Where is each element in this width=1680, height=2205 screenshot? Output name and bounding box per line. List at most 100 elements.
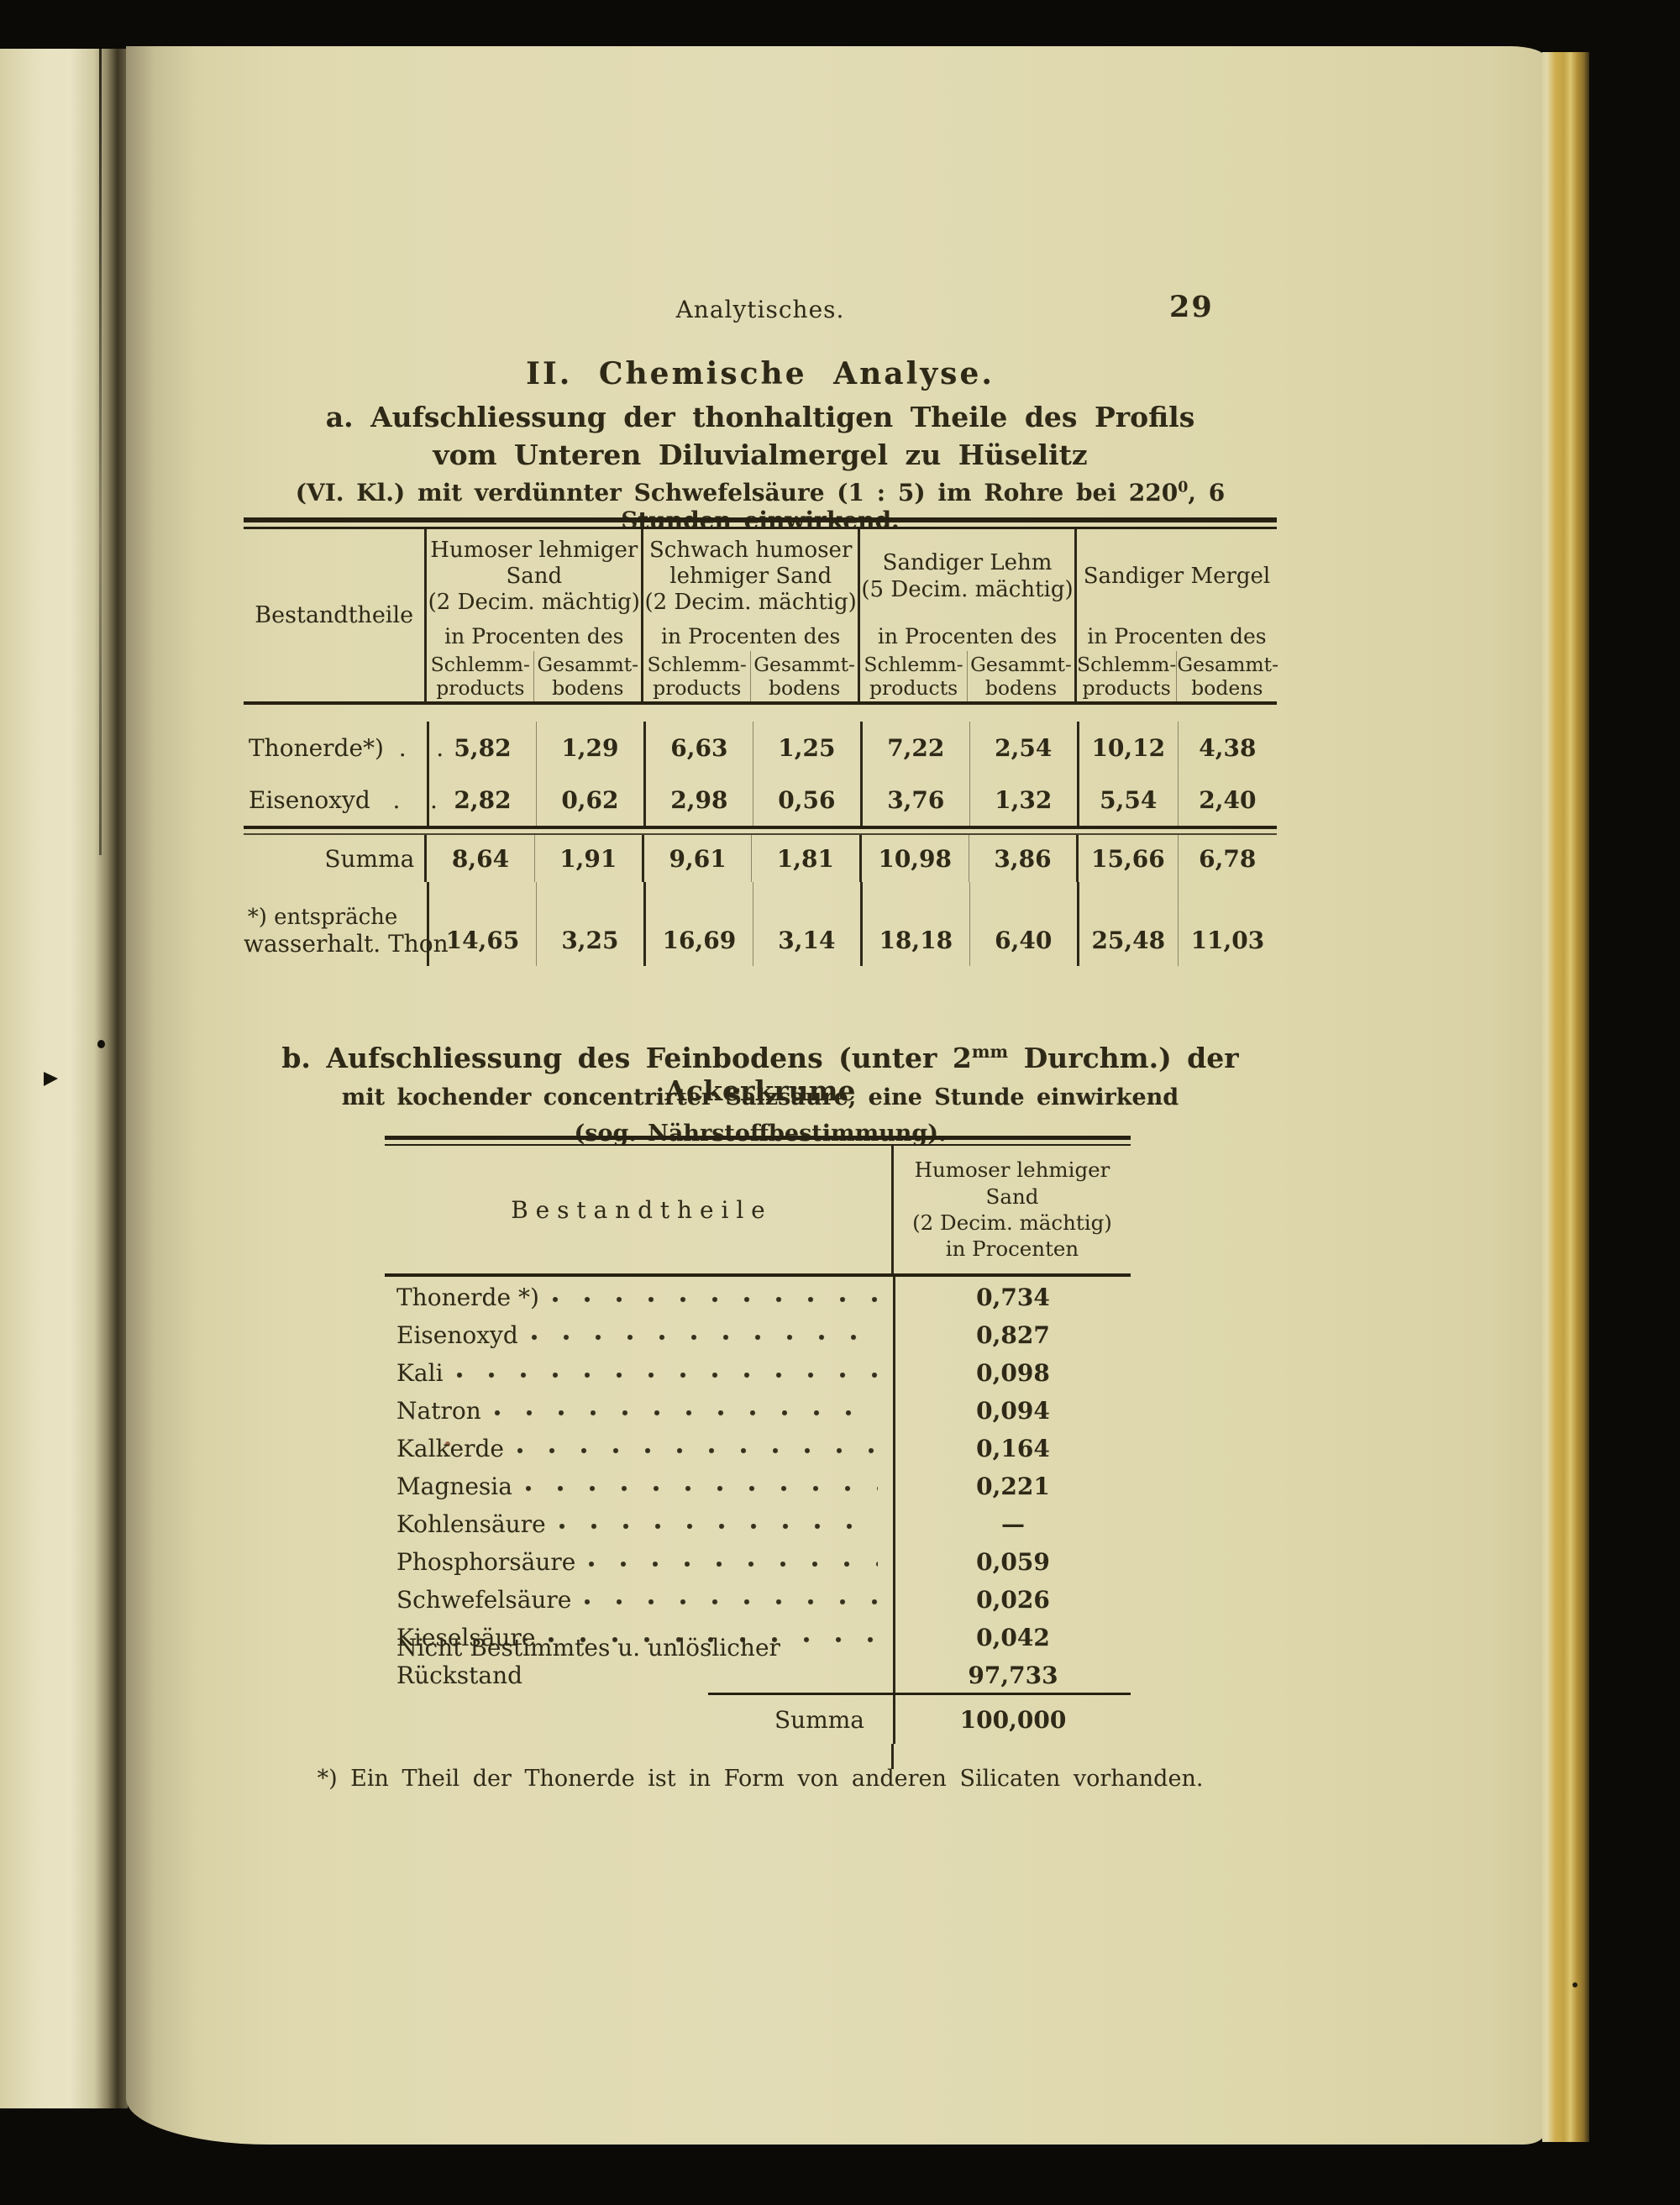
table1-group-humoser-lehmiger-sand: Humoser lehmiger Sand (2 Decim. mächtig)… bbox=[424, 529, 641, 701]
table1-group-schwach-humoser: Schwach humoser lehmiger Sand (2 Decim. … bbox=[641, 529, 858, 701]
facing-page-edge bbox=[0, 49, 128, 2108]
group-title-line: Sandiger Lehm bbox=[882, 550, 1053, 576]
table-cell: 10,98 bbox=[858, 835, 969, 882]
table-cell: 1,81 bbox=[751, 835, 858, 882]
row-label: Eisenoxyd . . bbox=[249, 785, 438, 814]
group-subcolumns: Schlemm-products Gesammt-bodens bbox=[643, 651, 858, 701]
subcol-line: Schlemm- bbox=[1076, 653, 1177, 676]
subcol-schlemmproducts: Schlemm-products bbox=[1077, 651, 1176, 701]
subcol-line: products bbox=[436, 675, 525, 700]
subtitle-a-line1: a. Aufschliessung der thonhaltigen Theil… bbox=[325, 401, 1195, 433]
table-cell: 6,78 bbox=[1177, 835, 1277, 882]
row-label-text: Natron bbox=[396, 1397, 481, 1425]
subtitle-b-line1-text: b. Aufschliessung des Feinbodens (unter … bbox=[281, 1042, 972, 1074]
table-row-kalkerde: Kalkerde 0,164 bbox=[385, 1428, 1131, 1466]
group-title-line: (2 Decim. mächtig) bbox=[428, 590, 640, 616]
row-label-text: Thonerde *) bbox=[396, 1284, 539, 1311]
row-label: Thonerde *) bbox=[385, 1277, 893, 1315]
table-cell: 6,63 bbox=[643, 722, 753, 774]
dot-leaders bbox=[552, 1297, 878, 1304]
table-row-thonerde: Thonerde *) 0,734 bbox=[385, 1277, 1131, 1315]
row-label: Kohlensäure bbox=[385, 1504, 893, 1541]
scan-speck bbox=[1572, 1982, 1578, 1987]
table-cell: 1,32 bbox=[969, 774, 1077, 826]
row-label: Eisenoxyd bbox=[385, 1315, 893, 1352]
subcol-line: bodens bbox=[1191, 675, 1263, 700]
subcol-line: bodens bbox=[768, 675, 841, 700]
table-nutrient-analysis-b: B e s t a n d t h e i l e Humoser lehmig… bbox=[385, 1136, 1131, 1769]
subcol-line: bodens bbox=[552, 675, 624, 700]
row-label-text: Magnesia bbox=[396, 1473, 512, 1500]
group-title: Humoser lehmiger Sand (2 Decim. mächtig) bbox=[427, 529, 641, 624]
row-label: Kieselsäure bbox=[385, 1617, 893, 1655]
table-cell: 0,221 bbox=[893, 1466, 1131, 1504]
group-unit: in Procenten des bbox=[877, 624, 1058, 648]
scan-speck bbox=[445, 1441, 450, 1446]
subtitle-b-line2: mit kochender concentrirter Salzsäure, e… bbox=[341, 1084, 1179, 1110]
section-title: II. Chemische Analyse. bbox=[526, 356, 995, 391]
row-label-text: Nicht Bestimmtes u. unlöslicher Rückstan… bbox=[396, 1634, 780, 1689]
table-cell: 0,094 bbox=[893, 1390, 1131, 1428]
group-title: Sandiger Mergel bbox=[1077, 529, 1277, 624]
table-cell: 5,82 bbox=[427, 722, 536, 774]
table-cell: 14,65 bbox=[427, 882, 536, 966]
table-row-eisenoxyd: Eisenoxyd . . 2,82 0,62 2,98 0,56 3,76 1… bbox=[244, 774, 1277, 826]
row-label: Kali bbox=[385, 1352, 893, 1390]
table-cell: 100,000 bbox=[893, 1695, 1131, 1744]
subcol-line: Gesammt- bbox=[753, 653, 855, 676]
row-label-text: Kohlensäure bbox=[396, 1510, 546, 1538]
group-title: Schwach humoser lehmiger Sand (2 Decim. … bbox=[643, 529, 858, 624]
table-cell: — bbox=[893, 1504, 1131, 1541]
group-title-line: Schwach humoser bbox=[648, 537, 853, 563]
table-cell: 8,64 bbox=[424, 835, 533, 882]
dot-leaders bbox=[531, 1335, 878, 1341]
subcol-line: Gesammt- bbox=[970, 653, 1072, 676]
table2-header-row: B e s t a n d t h e i l e Humoser lehmig… bbox=[385, 1146, 1131, 1277]
subcol-schlemmproducts: Schlemm-products bbox=[427, 651, 533, 701]
group-unit: in Procenten des bbox=[444, 624, 624, 648]
group-title: Sandiger Lehm (5 Decim. mächtig) bbox=[860, 529, 1074, 624]
spacer bbox=[890, 1744, 1131, 1769]
subcol-gesammtbodens: Gesammt-bodens bbox=[533, 651, 641, 701]
table-cell: 3,14 bbox=[752, 882, 860, 966]
subtitle-b-line1-text2: Durchm.) der Ackerkrume bbox=[664, 1042, 1239, 1107]
table-row-kohlensaeure: Kohlensäure — bbox=[385, 1504, 1131, 1541]
row-label-text: Phosphorsäure bbox=[396, 1548, 576, 1576]
subcol-line: Gesammt- bbox=[1177, 653, 1279, 676]
footnote: *) Ein Theil der Thonerde ist in Form vo… bbox=[317, 1766, 1204, 1792]
dot-leaders bbox=[456, 1373, 878, 1379]
subcol-line: products bbox=[653, 675, 742, 700]
group-unit: in Procenten des bbox=[661, 624, 841, 648]
table2-summa-rule bbox=[708, 1693, 1131, 1695]
table-row-eisenoxyd: Eisenoxyd 0,827 bbox=[385, 1315, 1131, 1352]
table-cell: 2,98 bbox=[643, 774, 753, 826]
table-cell: 1,91 bbox=[533, 835, 642, 882]
table-cell: 3,86 bbox=[968, 835, 1076, 882]
table-cell: 11,03 bbox=[1177, 882, 1277, 966]
table1-group-sandiger-lehm: Sandiger Lehm (5 Decim. mächtig) in Proc… bbox=[858, 529, 1074, 701]
margin-ink-mark bbox=[44, 1072, 58, 1086]
page-fore-edge bbox=[1542, 52, 1589, 2142]
table1-body: Thonerde*) . . 5,82 1,29 6,63 1,25 7,22 … bbox=[244, 705, 1277, 826]
table-cell: 0,026 bbox=[893, 1579, 1131, 1617]
group-title-line: Humoser lehmiger bbox=[430, 537, 638, 563]
table-cell: 2,54 bbox=[969, 722, 1077, 774]
table-row-thonerde: Thonerde*) . . 5,82 1,29 6,63 1,25 7,22 … bbox=[244, 722, 1277, 774]
table-cell: 0,62 bbox=[535, 774, 643, 826]
table-cell: 0,827 bbox=[893, 1315, 1131, 1352]
row-label: Schwefelsäure bbox=[385, 1579, 893, 1617]
group-subcolumns: Schlemm-products Gesammt-bodens bbox=[427, 651, 641, 701]
header-line: (2 Decim. mächtig) bbox=[912, 1210, 1112, 1235]
row-label: Nicht Bestimmtes u. unlöslicher Rückstan… bbox=[385, 1634, 893, 1693]
row-label-text: Kalkerde bbox=[396, 1435, 504, 1462]
group-title-line: lehmiger Sand bbox=[669, 563, 832, 589]
page-number: 29 bbox=[1169, 290, 1214, 324]
subcol-line: Schlemm- bbox=[430, 653, 530, 676]
row-label-summa: Summa bbox=[324, 844, 415, 873]
table1-header-bestandtheile: Bestandtheile bbox=[255, 602, 414, 628]
table-row-schwefelsaeure: Schwefelsäure 0,026 bbox=[385, 1579, 1131, 1617]
dot-leaders bbox=[517, 1448, 878, 1455]
table1-group-sandiger-mergel: Sandiger Mergel in Procenten des Schlemm… bbox=[1074, 529, 1279, 701]
subcol-line: products bbox=[869, 675, 958, 700]
